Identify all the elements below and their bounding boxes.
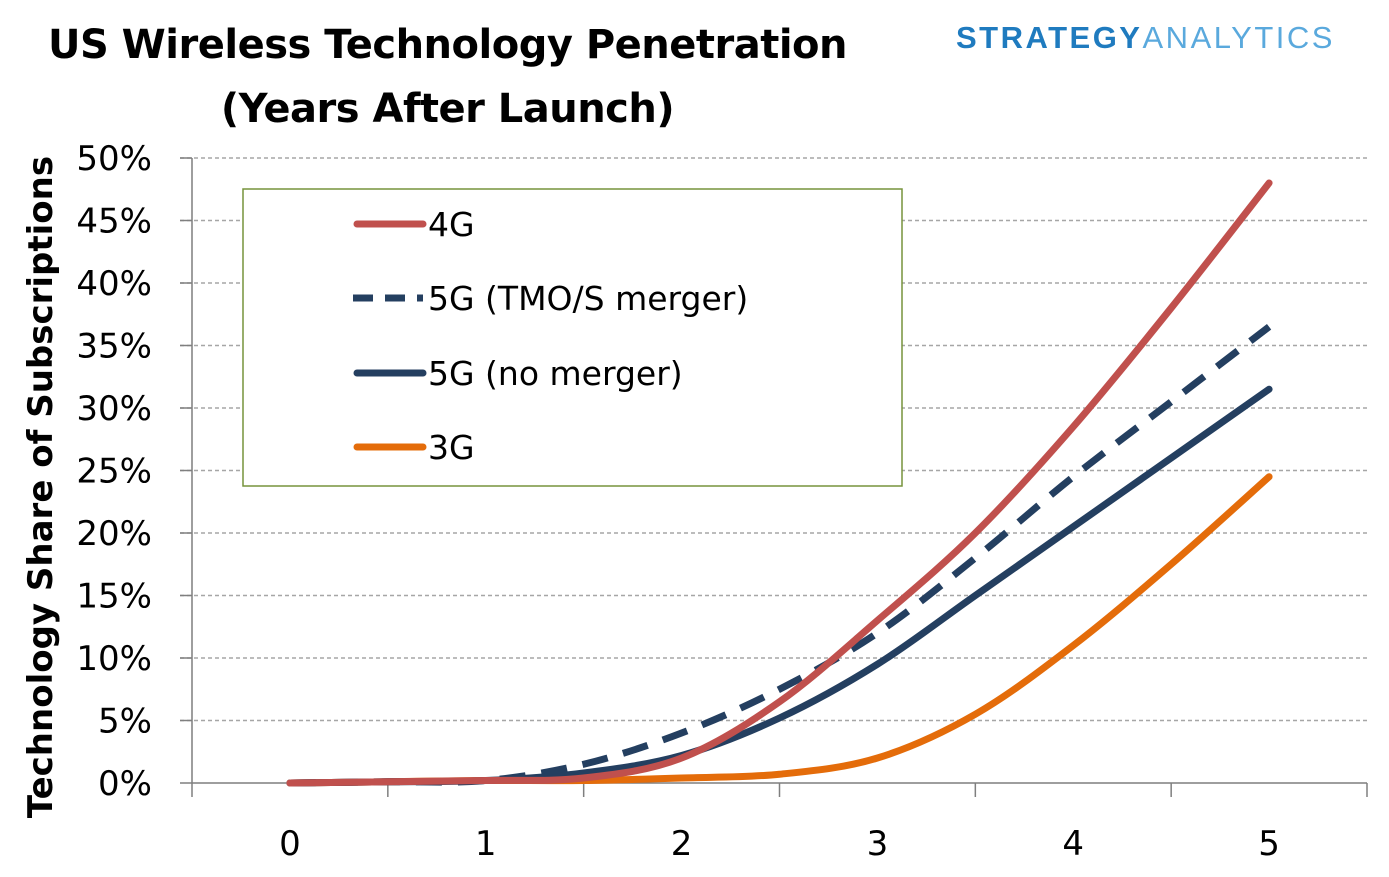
y-tick-label: 30% bbox=[76, 389, 152, 429]
y-tick-label: 10% bbox=[76, 639, 152, 679]
brand-logo: STRATEGYANALYTICS bbox=[956, 20, 1335, 56]
series-line-3g bbox=[286, 473, 1273, 787]
legend-label: 5G (TMO/S merger) bbox=[428, 279, 748, 318]
y-tick-label: 40% bbox=[76, 264, 152, 304]
y-tick-label: 50% bbox=[76, 139, 152, 179]
brand-part1: STRATEGY bbox=[956, 20, 1143, 55]
y-tick-label: 5% bbox=[98, 702, 152, 742]
x-tick-label: 4 bbox=[1062, 824, 1084, 864]
y-tick-label: 25% bbox=[76, 452, 152, 492]
legend-label: 4G bbox=[428, 205, 475, 244]
chart-subtitle: (Years After Launch) bbox=[220, 86, 675, 132]
x-tick-label: 3 bbox=[867, 824, 889, 864]
y-tick-label: 20% bbox=[76, 514, 152, 554]
series-lines bbox=[286, 179, 1273, 787]
y-tick-label: 45% bbox=[76, 202, 152, 242]
brand-part2: ANALYTICS bbox=[1142, 20, 1335, 55]
legend-box bbox=[242, 188, 903, 487]
legend: 4G 5G (TMO/S merger) 5G (no merger) 3G bbox=[242, 188, 903, 487]
x-tick-label: 0 bbox=[279, 824, 301, 864]
x-tick-label: 2 bbox=[671, 824, 693, 864]
y-tick-label: 15% bbox=[76, 577, 152, 617]
series-line-4g bbox=[286, 179, 1273, 787]
chart-title: US Wireless Technology Penetration bbox=[47, 22, 848, 68]
x-tick-label: 5 bbox=[1258, 824, 1280, 864]
y-tick-label: 0% bbox=[98, 764, 152, 804]
x-tick-label: 1 bbox=[475, 824, 497, 864]
legend-label: 5G (no merger) bbox=[428, 354, 683, 393]
axes: 0% 5% 10% 15% 20% 25% 30% 35% 40% 45% 50% 0 1 2 3 4 5 bbox=[76, 139, 1368, 864]
y-axis-label: Technology Share of Subscriptions bbox=[21, 156, 61, 818]
legend-label: 3G bbox=[428, 428, 475, 467]
y-tick-label: 35% bbox=[76, 327, 152, 367]
